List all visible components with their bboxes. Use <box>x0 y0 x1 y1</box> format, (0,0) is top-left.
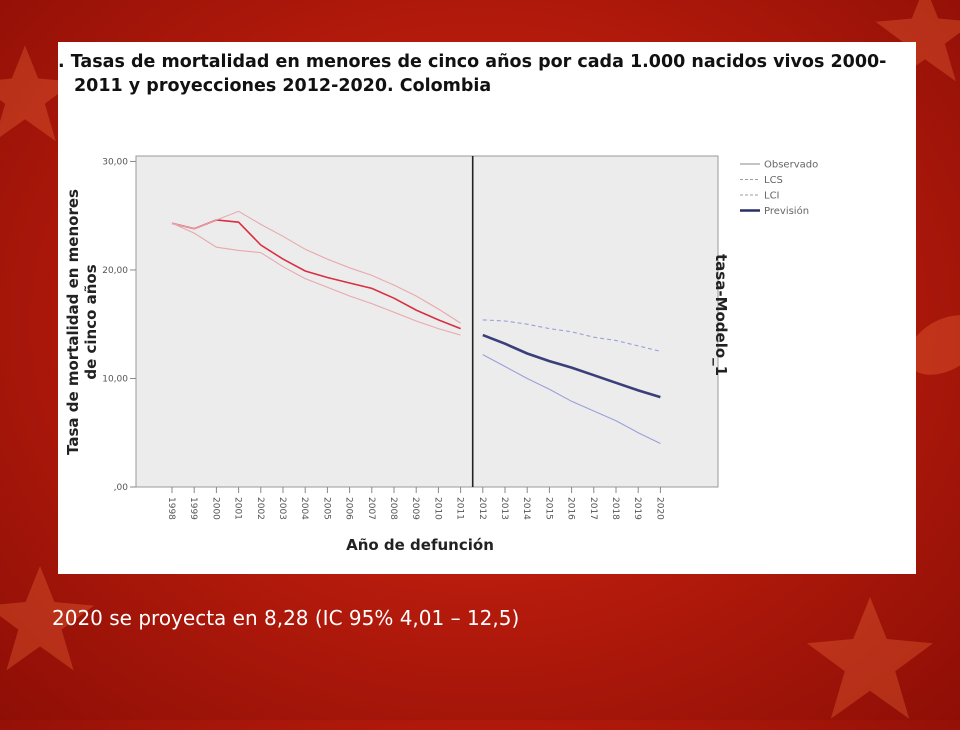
x-tick-label: 2000 <box>210 497 220 520</box>
x-tick-label: 2018 <box>610 497 620 520</box>
slide-caption: 2020 se proyecta en 8,28 (IC 95% 4,01 – … <box>52 606 520 630</box>
x-tick-label: 2008 <box>388 497 398 520</box>
legend-label: Previsión <box>764 205 809 217</box>
chart-title-line-2: 2011 y proyecciones 2012-2020. Colombia <box>74 76 492 96</box>
x-tick-label: 2001 <box>233 497 243 520</box>
x-tick-label: 2006 <box>344 497 354 520</box>
x-tick-label: 2013 <box>499 497 509 520</box>
model-label: tasa-Modelo_1 <box>712 254 730 376</box>
autumn-leaf-icon <box>807 597 933 719</box>
series-line-observado-0 <box>171 219 461 330</box>
x-tick-label: 2003 <box>277 497 287 520</box>
x-tick-label: 2002 <box>255 497 265 520</box>
x-tick-label: 2007 <box>366 497 376 520</box>
x-tick-label: 2011 <box>455 497 465 520</box>
x-tick-label: 2020 <box>654 497 664 520</box>
x-tick-label: 2019 <box>632 497 642 520</box>
y-tick-label: 20,00 <box>102 266 128 276</box>
x-tick-label: 2017 <box>588 497 598 520</box>
series-line-lcs-3 <box>482 319 661 352</box>
legend-label: LCI <box>764 191 780 202</box>
x-tick-label: 2005 <box>321 497 331 520</box>
x-axis-label: Año de defunción <box>346 536 494 554</box>
x-tick-label: 2004 <box>299 497 309 520</box>
x-tick-label: 2009 <box>410 497 420 520</box>
x-tick-label: 2010 <box>432 497 442 520</box>
series-line-previsin-5 <box>482 333 661 399</box>
series-line-lci-4 <box>482 354 661 444</box>
y-tick-label: 10,00 <box>102 374 128 384</box>
y-tick-label: ,00 <box>114 483 129 493</box>
autumn-leaf-icon <box>875 0 960 82</box>
chart-title: . Tasas de mortalidad en menores de cinc… <box>58 50 916 98</box>
x-tick-label: 2014 <box>521 497 531 520</box>
x-tick-label: 1999 <box>188 497 198 520</box>
legend-label: LCS <box>764 175 783 186</box>
legend-label: Observado <box>764 160 818 171</box>
y-tick-label: 30,00 <box>102 157 128 167</box>
x-tick-label: 1998 <box>166 497 176 520</box>
mortality-line-chart: 30,00 20,00 10,00 ,00 1998 1999 2000 2001 2002 20… <box>64 155 818 554</box>
x-tick-label: 2015 <box>543 497 553 520</box>
y-axis-label-line-1: Tasa de mortalidad en menores <box>64 189 82 455</box>
autumn-leaf-icon <box>0 45 75 142</box>
autumn-leaf-icon <box>0 566 94 671</box>
chart-title-line-1: . Tasas de mortalidad en menores de cinc… <box>58 52 887 72</box>
chart-panel: . Tasas de mortalidad en menores de cinc… <box>58 42 916 574</box>
x-tick-label: 2016 <box>566 497 576 520</box>
x-tick-label: 2012 <box>477 497 487 520</box>
y-axis-label-line-2: de cinco años <box>82 264 100 379</box>
plot-area <box>135 155 719 488</box>
autumn-leaf-icon <box>907 315 960 375</box>
series-line-lcs-1 <box>171 210 461 324</box>
series-line-lci-2 <box>171 222 461 336</box>
